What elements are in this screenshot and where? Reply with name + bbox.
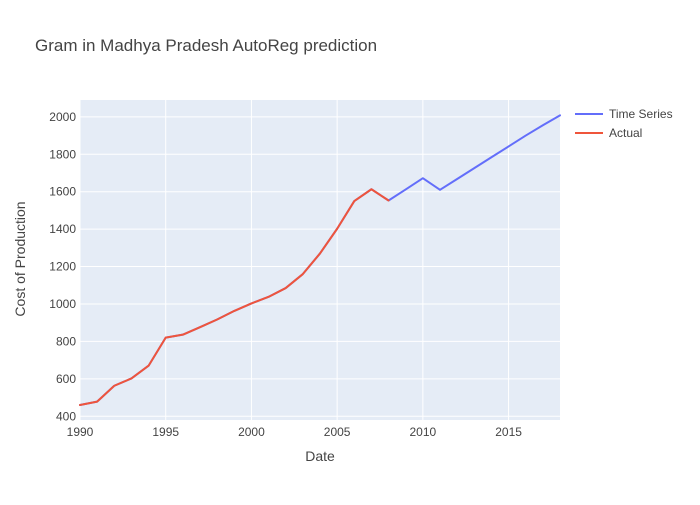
- x-axis-title: Date: [305, 448, 335, 464]
- x-axis-ticks: 1990 1995 2000 2005 2010 2015: [67, 425, 523, 439]
- y-axis-ticks: 400 600 800 1000 1200 1400 1600 1800 2000: [49, 110, 76, 423]
- x-tick-label: 1990: [67, 425, 94, 439]
- grid-lines: [79, 100, 560, 420]
- y-axis-title: Cost of Production: [12, 201, 28, 316]
- y-tick-label: 400: [56, 409, 76, 423]
- chart-title: Gram in Madhya Pradesh AutoReg predictio…: [35, 36, 377, 55]
- y-tick-label: 1000: [49, 297, 76, 311]
- legend-label: Time Series: [609, 107, 673, 121]
- legend-label: Actual: [609, 126, 642, 140]
- y-tick-label: 800: [56, 334, 76, 348]
- y-tick-label: 1600: [49, 185, 76, 199]
- x-tick-label: 2015: [495, 425, 522, 439]
- series-lines: [79, 114, 561, 407]
- x-tick-label: 2010: [410, 425, 437, 439]
- x-tick-label: 1995: [152, 425, 179, 439]
- x-tick-label: 2005: [324, 425, 351, 439]
- y-tick-label: 1200: [49, 260, 76, 274]
- legend: Time Series Actual: [575, 107, 673, 140]
- x-tick-label: 2000: [238, 425, 265, 439]
- y-tick-label: 1400: [49, 222, 76, 236]
- plot-background: [80, 100, 560, 420]
- y-tick-label: 2000: [49, 110, 76, 124]
- y-tick-label: 1800: [49, 147, 76, 161]
- series-line-actual: [79, 188, 390, 407]
- y-tick-label: 600: [56, 372, 76, 386]
